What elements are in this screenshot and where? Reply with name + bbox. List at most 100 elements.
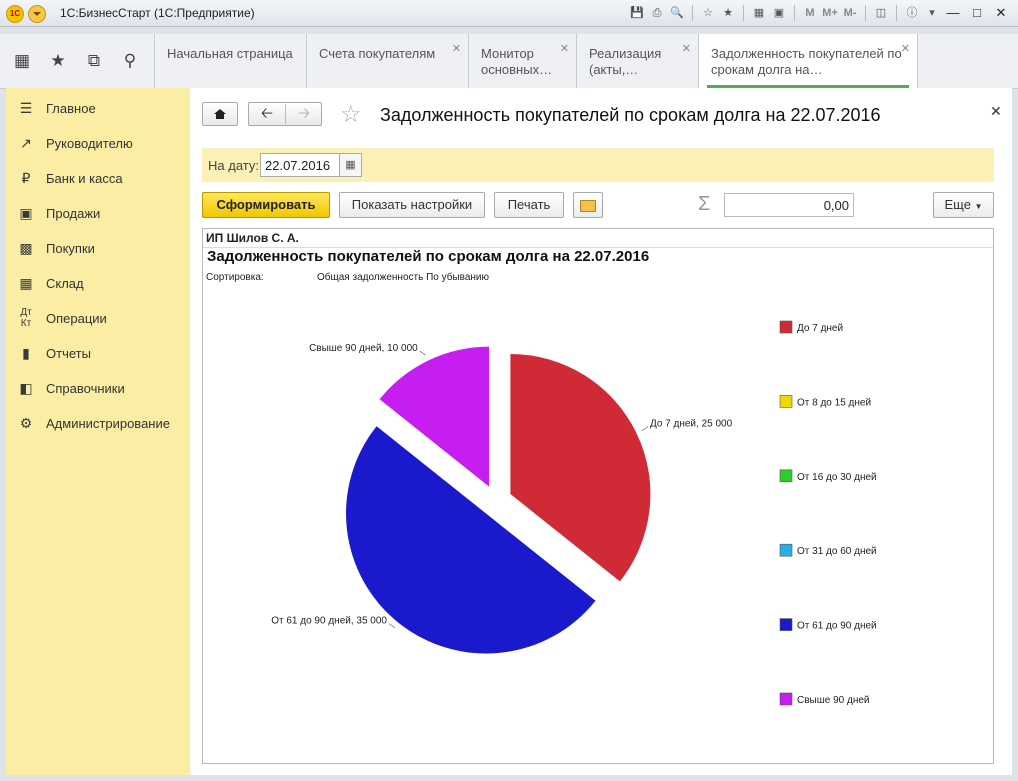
pie-chart: До 7 дней, 25 000 От 61 до 90 дней, 35 00… [271, 320, 877, 706]
info-icon[interactable]: ⓘ [906, 7, 918, 19]
memory-subtract-button[interactable]: M- [843, 7, 857, 19]
parameters-bar: На дату: 22.07.2016 ▦ [202, 148, 994, 182]
operations-icon: Дт Кт [20, 307, 32, 329]
email-button[interactable] [573, 192, 603, 218]
apps-grid-icon[interactable]: ▦ [13, 51, 31, 70]
sidebar-item-director[interactable]: ↗ Руководителю [6, 129, 190, 157]
show-settings-button[interactable]: Показать настройки [339, 192, 485, 218]
maximize-button[interactable]: □ [973, 5, 981, 20]
print-button[interactable]: Печать [494, 192, 564, 218]
calculator-icon[interactable]: ▦ [753, 7, 765, 19]
slice-leader-line [388, 623, 396, 628]
slice-label: Свыше 90 дней, 10 000 [309, 343, 418, 354]
gear-icon: ⚙ [19, 414, 33, 431]
memory-add-button[interactable]: M+ [822, 7, 838, 19]
sidebar-item-label: Отчеты [46, 345, 91, 361]
home-button[interactable] [202, 102, 238, 126]
envelope-icon [580, 200, 596, 212]
memory-button[interactable]: M [805, 7, 815, 19]
more-button[interactable]: Еще ▼ [933, 192, 994, 218]
close-form-icon[interactable]: ✕ [990, 103, 1002, 119]
cart-icon: ▩ [19, 239, 33, 256]
sum-icon: Σ [698, 193, 711, 215]
close-icon[interactable]: ✕ [451, 43, 461, 55]
close-icon[interactable]: ✕ [900, 43, 910, 55]
sidebar-item-label: Продажи [46, 205, 101, 221]
tab-debt-report[interactable]: Задолженность покупателей по срокам долг… [698, 34, 918, 88]
legend-swatch [779, 469, 793, 483]
sidebar-item-label: Склад [46, 275, 84, 291]
sidebar-item-purchases[interactable]: ▩ Покупки [6, 234, 190, 262]
sidebar-item-sales[interactable]: ▣ Продажи [6, 199, 190, 227]
report-sort-value: Общая задолженность По убыванию [317, 272, 489, 283]
title-toolbar: 💾 ⎙ 🔍 ☆ ★ ▦ ▣ M M+ M- ◫ ⓘ ▾ [628, 4, 941, 22]
nav-buttons: 🡠 🡢 [248, 102, 322, 126]
legend-label: От 8 до 15 дней [797, 397, 871, 408]
close-icon[interactable]: ✕ [559, 43, 569, 55]
legend-swatch [779, 618, 793, 631]
pie-slice [346, 426, 596, 654]
book-icon: ◧ [19, 379, 33, 396]
legend-label: От 31 до 60 дней [797, 546, 877, 557]
home-icon [214, 109, 226, 119]
chevron-down-icon: ▼ [974, 202, 983, 211]
legend-swatch [779, 692, 793, 706]
tab-monitor[interactable]: Монитор основных… ✕ [468, 34, 576, 88]
forward-button[interactable]: 🡢 [297, 105, 311, 122]
preview-icon[interactable]: 🔍 [670, 7, 684, 19]
history-icon[interactable]: ⧉ [87, 51, 101, 70]
panels-icon[interactable]: ◫ [875, 7, 887, 19]
calendar-icon[interactable]: ▣ [773, 7, 785, 19]
close-window-button[interactable]: ✕ [995, 5, 1007, 20]
tab-bar: ▦ ★ ⧉ ⚲ Начальная страница Счета покупат… [0, 34, 1018, 89]
tab-invoices[interactable]: Счета покупателям ✕ [306, 34, 468, 88]
list-icon: ☰ [19, 99, 33, 116]
sidebar-item-label: Справочники [46, 380, 125, 396]
date-label: На дату: [208, 158, 259, 173]
legend-swatch [779, 395, 793, 408]
legend-swatch [779, 543, 793, 557]
tab-home[interactable]: Начальная страница [154, 34, 306, 88]
generate-button[interactable]: Сформировать [202, 192, 330, 218]
date-field[interactable]: 22.07.2016 [260, 153, 340, 177]
tab-label: Реализация (акты,… [589, 46, 662, 77]
print-icon[interactable]: ⎙ [652, 7, 662, 19]
slice-label: От 61 до 90 дней, 35 000 [271, 616, 387, 627]
search-icon[interactable]: ⚲ [123, 51, 137, 70]
page-title: Задолженность покупателей по срокам долг… [380, 105, 881, 125]
slice-leader-line [641, 426, 649, 432]
calendar-picker-icon[interactable]: ▦ [340, 153, 362, 177]
favorite-add-icon[interactable]: ☆ [703, 7, 713, 19]
back-button[interactable]: 🡠 [260, 105, 274, 122]
window-title: 1С:БизнесСтарт (1С:Предприятие) [60, 6, 255, 20]
sidebar-item-operations[interactable]: Дт Кт Операции [6, 304, 190, 332]
sidebar-item-reports[interactable]: ▮ Отчеты [6, 339, 190, 367]
legend-label: От 61 до 90 дней [797, 621, 877, 632]
sidebar-item-label: Операции [46, 310, 107, 326]
close-icon[interactable]: ✕ [681, 43, 691, 55]
sidebar-item-bank[interactable]: ₽ Банк и касса [6, 164, 190, 192]
sidebar-item-label: Покупки [46, 240, 95, 256]
minimize-button[interactable]: — [946, 5, 960, 20]
favorites-icon[interactable]: ★ [723, 7, 733, 19]
sidebar-item-warehouse[interactable]: ▦ Склад [6, 269, 190, 297]
sidebar-item-label: Администрирование [46, 415, 170, 431]
main-menu-button[interactable] [28, 5, 46, 23]
pie-slice [510, 354, 651, 582]
app-logo-icon[interactable]: 1С [6, 5, 24, 23]
sidebar-item-admin[interactable]: ⚙ Администрирование [6, 409, 190, 437]
save-icon[interactable]: 💾 [630, 7, 644, 19]
sidebar-item-catalogs[interactable]: ◧ Справочники [6, 374, 190, 402]
sidebar-item-label: Главное [46, 100, 96, 116]
quick-panel: ▦ ★ ⧉ ⚲ [4, 34, 152, 88]
sidebar-item-main[interactable]: ☰ Главное [6, 94, 190, 122]
dropdown-icon[interactable]: ▾ [929, 7, 935, 19]
tab-sales[interactable]: Реализация (акты,… ✕ [576, 34, 698, 88]
legend-label: Свыше 90 дней [797, 695, 870, 706]
star-icon[interactable]: ★ [50, 51, 66, 70]
tab-label: Задолженность покупателей по срокам долг… [711, 46, 902, 77]
tab-label: Счета покупателям [319, 46, 436, 61]
sum-field: 0,00 [724, 193, 854, 217]
report-area[interactable]: ИП Шилов С. А. Задолженность покупателей… [202, 228, 994, 764]
favorite-star-icon[interactable]: ☆ [340, 101, 362, 128]
